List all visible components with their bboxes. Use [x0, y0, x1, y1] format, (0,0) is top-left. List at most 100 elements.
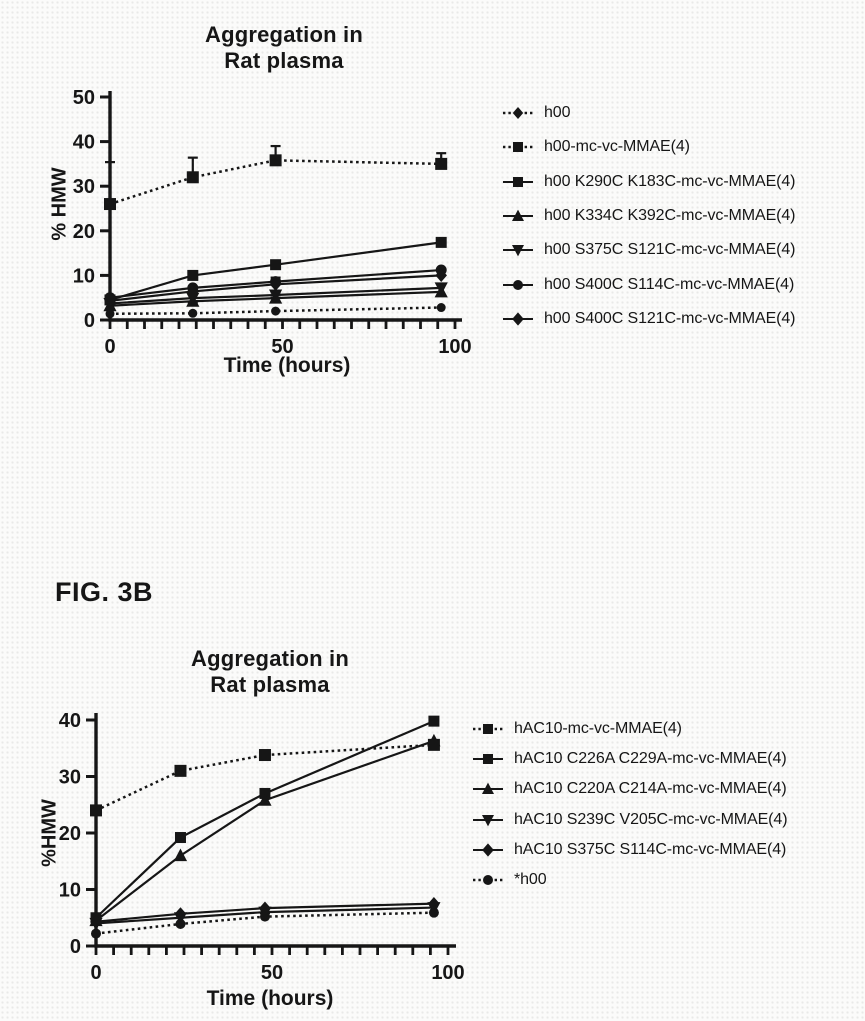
chart-2: 0 10 20 30 40 0 50 100 — [59, 710, 465, 984]
square-marker-icon — [258, 749, 271, 762]
axes — [108, 91, 462, 322]
square-marker-icon — [104, 198, 116, 211]
legend-item: hAC10 C220A C214A-mc-vc-MMAE(4) — [471, 774, 787, 804]
legend-swatch — [473, 814, 503, 827]
legend-label: h00 S375C S121C-mc-vc-MMAE(4) — [544, 241, 796, 259]
legend-item: h00 S400C S121C-mc-vc-MMAE(4) — [501, 302, 796, 336]
square-marker-icon — [174, 764, 187, 777]
legend-label: h00 K290C K183C-mc-vc-MMAE(4) — [544, 172, 796, 190]
square-marker-icon — [428, 715, 440, 727]
y-tick-label: 30 — [59, 767, 81, 789]
legend-swatch — [503, 176, 533, 187]
square-marker-icon — [187, 269, 199, 281]
square-marker-icon — [483, 724, 493, 735]
series-line — [109, 268, 442, 299]
square-marker-icon — [174, 832, 186, 844]
chart1-title: Aggregation in Rat plasma — [204, 22, 364, 73]
circle-marker-icon — [513, 279, 523, 290]
diamond-marker-icon — [174, 907, 187, 921]
chart1-x-axis-label: Time (hours) — [223, 354, 351, 377]
triangle-down-marker-icon — [512, 245, 524, 257]
legend-swatch — [473, 724, 503, 735]
circle-marker-icon — [91, 928, 101, 939]
legend-label: h00 S400C S114C-mc-vc-MMAE(4) — [544, 275, 795, 293]
circle-marker-icon — [188, 308, 198, 318]
legend-swatch — [473, 754, 503, 765]
series-line — [95, 906, 434, 925]
y-tick-label: 30 — [73, 176, 95, 198]
diamond-marker-icon — [269, 277, 282, 291]
legend-label: h00-mc-vc-MMAE(4) — [544, 138, 690, 156]
diamond-marker-icon — [187, 284, 199, 299]
chart2-title: Aggregation in Rat plasma — [190, 646, 350, 697]
legend-item: h00 S375C S121C-mc-vc-MMAE(4) — [501, 233, 796, 267]
legend-label: hAC10 C220A C214A-mc-vc-MMAE(4) — [514, 780, 787, 798]
y-tick-label: 50 — [73, 87, 95, 109]
circle-marker-icon — [271, 306, 281, 316]
legend-item: h00-mc-vc-MMAE(4) — [501, 130, 795, 164]
legend-label: *h00 — [514, 871, 547, 889]
y-tick-label: 10 — [73, 265, 95, 287]
triangle-up-marker-icon — [482, 783, 494, 795]
diamond-marker-icon — [90, 915, 102, 929]
series-line — [109, 241, 442, 301]
triangle-up-marker-icon — [512, 209, 524, 222]
x-tick-label: 100 — [438, 336, 471, 358]
square-marker-icon — [513, 142, 523, 153]
chart2-legend: hAC10-mc-vc-MMAE(4) hAC10 C226A C229A-mc-… — [471, 714, 788, 895]
y-tick-label: 40 — [73, 132, 95, 154]
legend-swatch — [473, 783, 503, 795]
x-tick-label: 0 — [90, 962, 101, 984]
legend-label: hAC10 S239C V205C-mc-vc-MMAE(4) — [514, 810, 788, 828]
legend-item: h00 — [501, 96, 795, 130]
legend-label: h00 — [544, 104, 571, 122]
diamond-marker-icon — [259, 901, 271, 915]
chart2-x-axis-label: Time (hours) — [206, 987, 334, 1010]
square-marker-icon — [435, 236, 447, 248]
legend-item: hAC10 S375C S114C-mc-vc-MMAE(4) — [471, 835, 787, 865]
legend-swatch — [503, 312, 533, 326]
square-marker-icon — [513, 176, 523, 187]
legend-label: h00 K334C K392C-mc-vc-MMAE(4) — [544, 207, 796, 225]
square-marker-icon — [270, 259, 282, 271]
square-marker-icon — [483, 754, 493, 765]
figure-label: FIG. 3B — [55, 577, 154, 607]
circle-marker-icon — [428, 907, 439, 918]
y-tick-label: 40 — [59, 710, 81, 732]
chart2-y-axis-label: %HMW — [38, 799, 61, 867]
series-line — [95, 902, 434, 923]
series-line — [109, 274, 442, 302]
legend-swatch — [503, 245, 533, 257]
diamond-marker-icon — [482, 843, 494, 857]
x-tick-label: 50 — [261, 962, 283, 984]
legend-item: h00 K290C K183C-mc-vc-MMAE(4) — [501, 165, 796, 199]
legend-item: hAC10-mc-vc-MMAE(4) — [471, 714, 787, 744]
circle-marker-icon — [436, 303, 446, 313]
series-line — [95, 720, 435, 919]
circle-marker-icon — [259, 911, 270, 922]
chart-1: 0 10 20 30 40 50 0 50 100 — [73, 87, 472, 358]
square-marker-icon — [269, 154, 282, 167]
y-tick-label: 20 — [59, 823, 81, 845]
diamond-marker-icon — [512, 107, 524, 120]
square-marker-icon — [435, 157, 448, 170]
circle-marker-icon — [175, 918, 186, 929]
y-tick-label: 20 — [73, 221, 95, 243]
chart1-y-axis-label: % HMW — [48, 167, 71, 241]
legend-item: hAC10 S239C V205C-mc-vc-MMAE(4) — [471, 805, 788, 835]
x-tick-label: 0 — [104, 336, 115, 358]
series-line — [109, 306, 442, 316]
chart1-legend: h00 h00-mc-vc-MMAE(4) h00 K290C K183C-mc-v… — [501, 96, 796, 336]
legend-swatch — [503, 107, 533, 120]
legend-label: hAC10-mc-vc-MMAE(4) — [514, 720, 682, 738]
square-marker-icon — [90, 804, 102, 817]
diamond-marker-icon — [104, 294, 116, 308]
legend-label: hAC10 C226A C229A-mc-vc-MMAE(4) — [514, 750, 787, 768]
triangle-down-marker-icon — [186, 292, 200, 306]
legend-swatch — [473, 843, 503, 857]
series-line — [109, 286, 442, 305]
legend-swatch — [503, 279, 533, 290]
diamond-marker-icon — [435, 268, 447, 282]
diamond-marker-icon — [428, 897, 440, 911]
